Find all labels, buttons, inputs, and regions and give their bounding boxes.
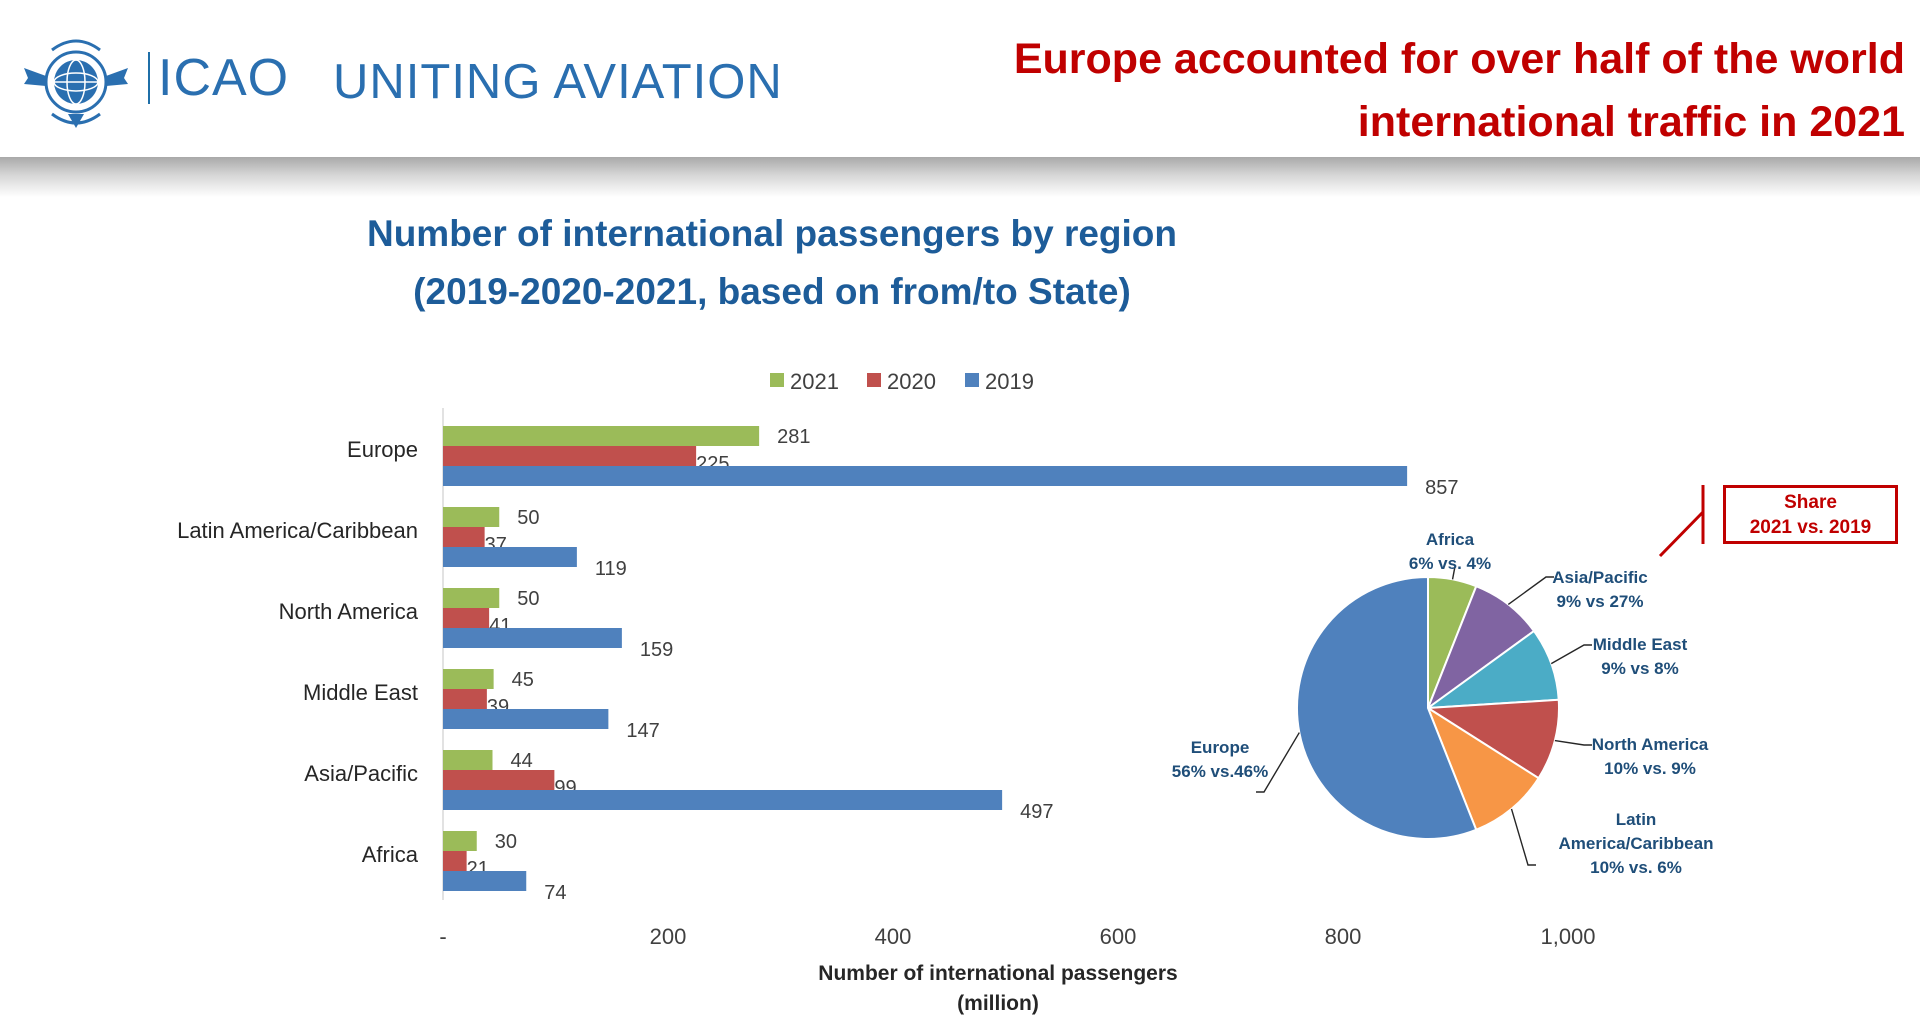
pie-leader-0 — [1451, 565, 1456, 580]
pie-label-1-line-2: 9% vs 27% — [1557, 592, 1644, 611]
category-label-asia-pacific: Asia/Pacific — [304, 761, 418, 786]
pie-label-2-line-1: Middle East — [1593, 635, 1688, 654]
bar-2020-5 — [443, 851, 467, 871]
logo-divider — [148, 52, 150, 104]
x-tick-label-5: 1,000 — [1540, 924, 1595, 949]
data-label-2021-0: 281 — [777, 426, 810, 448]
chart-title-line-2: (2019-2020-2021, based on from/to State) — [413, 271, 1131, 312]
legend-swatch-2021 — [770, 373, 784, 387]
header-bar: ICAO UNITING AVIATION Europe accounted f… — [0, 0, 1920, 157]
chart-title-line-1: Number of international passengers by re… — [366, 213, 1178, 254]
legend-label-2019: 2019 — [985, 369, 1034, 394]
bar-2020-0 — [443, 446, 697, 466]
pie-label-1-line-1: Asia/Pacific — [1552, 568, 1647, 587]
legend-swatch-2020 — [867, 373, 881, 387]
bar-2021-1 — [443, 507, 500, 527]
data-label-2021-4: 44 — [511, 750, 533, 772]
share-box-line-2: 2021 vs. 2019 — [1749, 517, 1872, 538]
bar-2019-1 — [443, 547, 577, 567]
brand-tagline: UNITING AVIATION — [333, 55, 783, 109]
bar-2021-3 — [443, 669, 494, 689]
x-tick-label-3: 600 — [1100, 924, 1137, 949]
pie-label-2-line-2: 9% vs 8% — [1601, 659, 1679, 678]
bar-2021-0 — [443, 426, 760, 446]
data-label-2019-3: 147 — [626, 720, 659, 742]
legend-swatch-2019 — [965, 373, 979, 387]
x-tick-label-2: 400 — [875, 924, 912, 949]
data-label-2021-5: 30 — [495, 831, 517, 853]
bar-2019-4 — [443, 790, 1003, 810]
category-label-latin-america-caribbean: Latin America/Caribbean — [177, 518, 418, 543]
bar-2020-1 — [443, 527, 485, 547]
brand-name: ICAO — [158, 49, 290, 107]
x-axis-title-line-1: Number of international passengers — [818, 962, 1177, 985]
pie-label-4-line-1: Latin — [1616, 810, 1657, 829]
bar-2019-2 — [443, 628, 622, 648]
bar-2021-2 — [443, 588, 500, 608]
data-label-2019-2: 159 — [640, 639, 673, 661]
slide-headline: Europe accounted for over half of the wo… — [905, 28, 1905, 154]
pie-label-5-line-2: 56% vs.46% — [1172, 762, 1268, 781]
data-label-2019-4: 497 — [1020, 801, 1053, 823]
legend-label-2020: 2020 — [887, 369, 936, 394]
bar-2020-4 — [443, 770, 555, 790]
pie-leader-1 — [1507, 576, 1554, 606]
pie-label-3-line-2: 10% vs. 9% — [1604, 759, 1696, 778]
legend-label-2021: 2021 — [790, 369, 839, 394]
data-label-2019-5: 74 — [544, 882, 566, 904]
x-tick-label-0: - — [439, 924, 446, 949]
data-label-2021-3: 45 — [512, 669, 534, 691]
category-label-europe: Europe — [347, 437, 418, 462]
data-label-2019-0: 857 — [1425, 477, 1458, 499]
pie-label-0-line-2: 6% vs. 4% — [1409, 554, 1491, 573]
bar-2020-3 — [443, 689, 487, 709]
data-label-2021-1: 50 — [517, 507, 539, 529]
bar-2019-0 — [443, 466, 1408, 486]
data-label-2021-2: 50 — [517, 588, 539, 610]
pie-label-0-line-1: Africa — [1426, 530, 1475, 549]
share-callout-line — [1658, 508, 1705, 558]
x-tick-label-1: 200 — [650, 924, 687, 949]
bar-2019-3 — [443, 709, 609, 729]
pie-leader-3 — [1554, 739, 1592, 746]
pie-leader-2 — [1550, 644, 1592, 665]
x-axis-title-line-2: (million) — [957, 992, 1039, 1015]
category-label-north-america: North America — [279, 599, 419, 624]
pie-slice-3 — [1424, 698, 1560, 780]
data-label-2019-1: 119 — [595, 558, 627, 580]
pie-slice-4 — [1425, 705, 1540, 832]
pie-label-5-line-1: Europe — [1191, 738, 1250, 757]
pie-leader-4 — [1510, 808, 1536, 866]
pie-slice-5 — [1296, 575, 1478, 840]
x-tick-label-4: 800 — [1325, 924, 1362, 949]
pie-leader-5 — [1256, 732, 1300, 793]
pie-label-4-line-3: 10% vs. 6% — [1590, 858, 1682, 877]
chart-title: Number of international passengers by re… — [0, 205, 1544, 321]
bar-2020-2 — [443, 608, 490, 628]
headline-line-2: international traffic in 2021 — [1357, 98, 1905, 146]
share-legend-box: Share 2021 vs. 2019 — [1723, 485, 1898, 544]
headline-line-1: Europe accounted for over half of the wo… — [1013, 35, 1905, 83]
category-label-africa: Africa — [362, 842, 419, 867]
share-box-line-1: Share — [1784, 492, 1837, 513]
bar-2021-5 — [443, 831, 477, 851]
header-shadow — [0, 157, 1920, 197]
icao-logo-icon — [24, 39, 128, 128]
category-label-middle-east: Middle East — [303, 680, 418, 705]
bar-2021-4 — [443, 750, 493, 770]
bar-2019-5 — [443, 871, 527, 891]
pie-label-3-line-1: North America — [1592, 735, 1709, 754]
pie-label-4-line-2: America/Caribbean — [1559, 834, 1714, 853]
